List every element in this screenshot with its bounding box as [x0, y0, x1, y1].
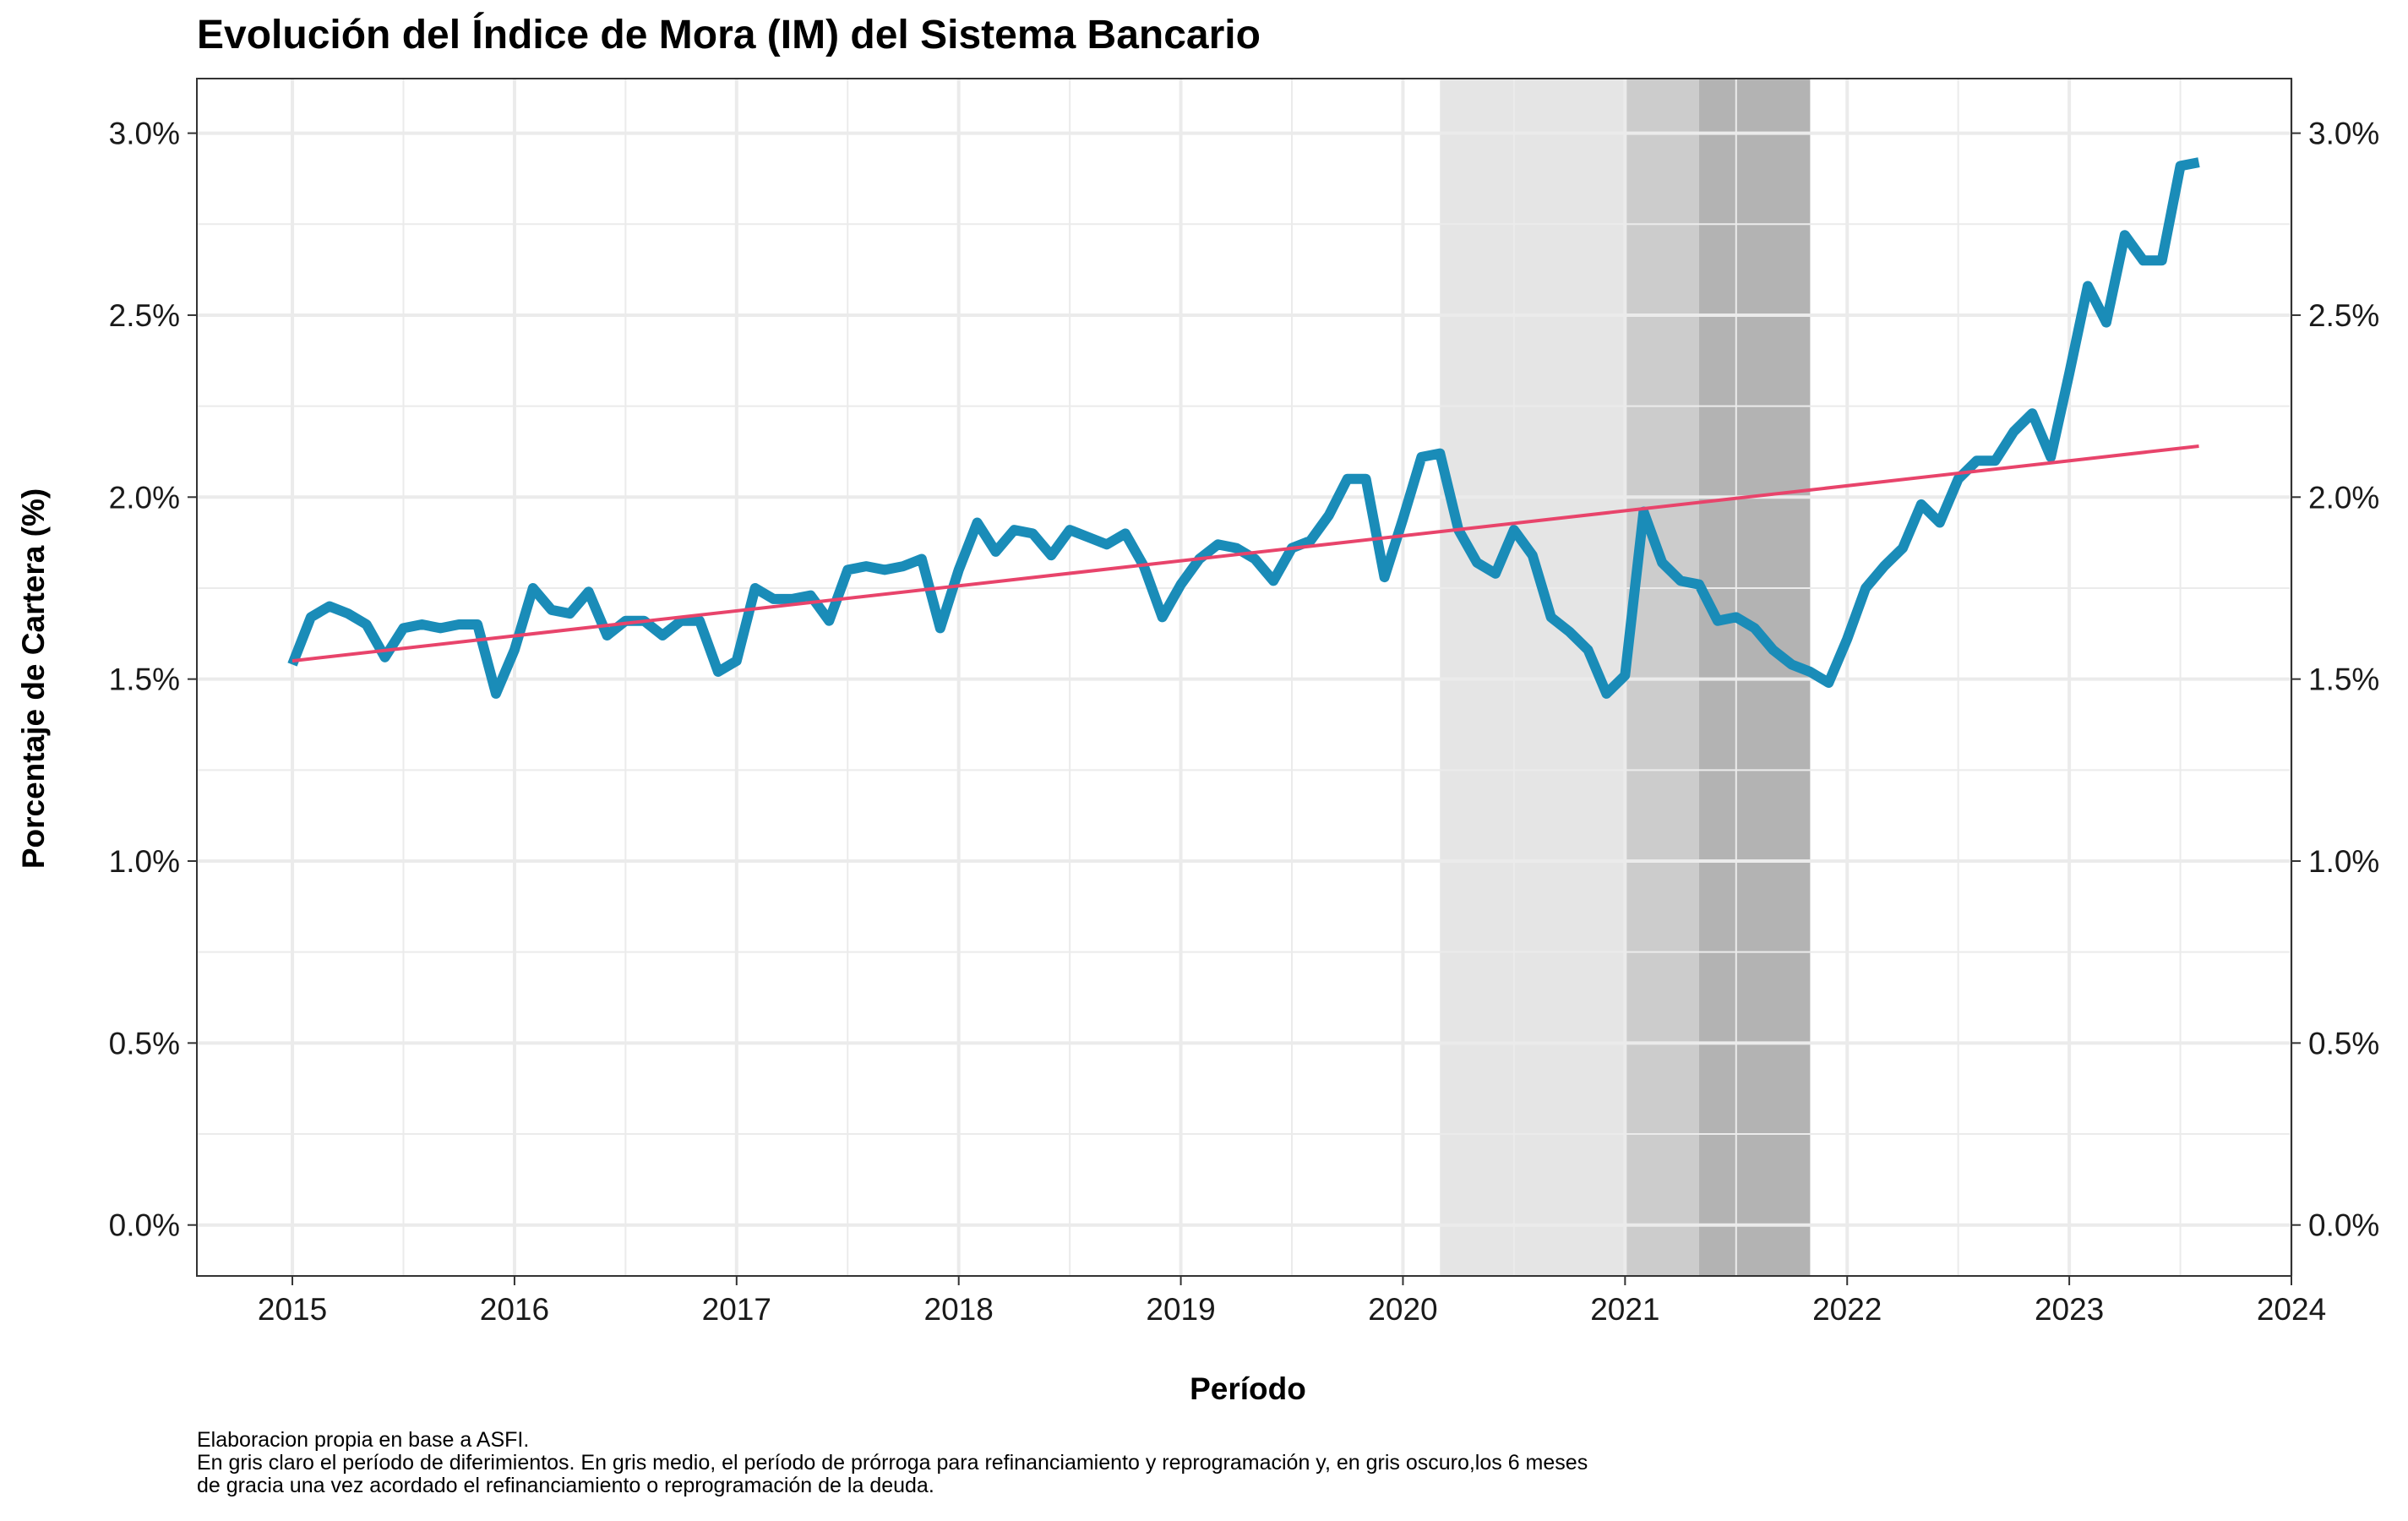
y2-tick-label: 2.0%: [2308, 480, 2379, 515]
shaded-period-medium: [1625, 79, 1699, 1276]
y2-tick-label: 2.5%: [2308, 298, 2379, 333]
x-tick-label: 2020: [1368, 1292, 1437, 1327]
y2-tick-label: 1.5%: [2308, 662, 2379, 697]
y-tick-label: 1.0%: [109, 844, 180, 879]
shaded-period-dark: [1698, 79, 1811, 1276]
axes: 0.0% 0.0% 0.5% 0.5% 1.0% 1.0% 1.5% 1.5% 2.0% 2.0%…: [109, 117, 2380, 1327]
x-tick-label: 2017: [702, 1292, 771, 1327]
grid: [197, 79, 2293, 1276]
x-tick-label: 2016: [480, 1292, 549, 1327]
y2-tick-label: 3.0%: [2308, 117, 2379, 151]
caption-line-3: de gracia una vez acordado el refinancia…: [197, 1474, 934, 1497]
chart-title: Evolución del Índice de Mora (IM) del Si…: [197, 12, 1261, 57]
plot-panel-border: [196, 78, 2292, 1277]
series-line: [287, 157, 2200, 699]
y2-tick-label: 0.5%: [2308, 1026, 2379, 1060]
y-tick-label: 1.5%: [109, 662, 180, 697]
y-tick-label: 3.0%: [109, 117, 180, 151]
x-tick-label: 2023: [2035, 1292, 2104, 1327]
series: [287, 157, 2200, 699]
y-axis-title: Porcentaje de Cartera (%): [16, 488, 51, 869]
caption-line-1: Elaboracion propia en base a ASFI.: [197, 1428, 529, 1452]
y2-tick-label: 1.0%: [2308, 844, 2379, 879]
y2-tick-label: 0.0%: [2308, 1208, 2379, 1243]
y-tick-label: 2.5%: [109, 298, 180, 333]
x-tick-label: 2015: [258, 1292, 327, 1327]
y-tick-label: 0.5%: [109, 1026, 180, 1060]
caption-line-2: En gris claro el período de diferimiento…: [197, 1451, 1588, 1475]
x-tick-label: 2018: [924, 1292, 994, 1327]
caption: Elaboracion propia en base a ASFI. En gr…: [197, 1428, 1588, 1497]
y-tick-label: 0.0%: [109, 1208, 180, 1243]
x-tick-label: 2021: [1590, 1292, 1659, 1327]
x-tick-label: 2019: [1146, 1292, 1215, 1327]
x-tick-label: 2022: [1812, 1292, 1882, 1327]
trend-line: [291, 444, 2199, 663]
y-tick-label: 2.0%: [109, 480, 180, 515]
x-tick-label: 2024: [2257, 1292, 2326, 1327]
x-axis-title: Período: [1190, 1371, 1306, 1406]
